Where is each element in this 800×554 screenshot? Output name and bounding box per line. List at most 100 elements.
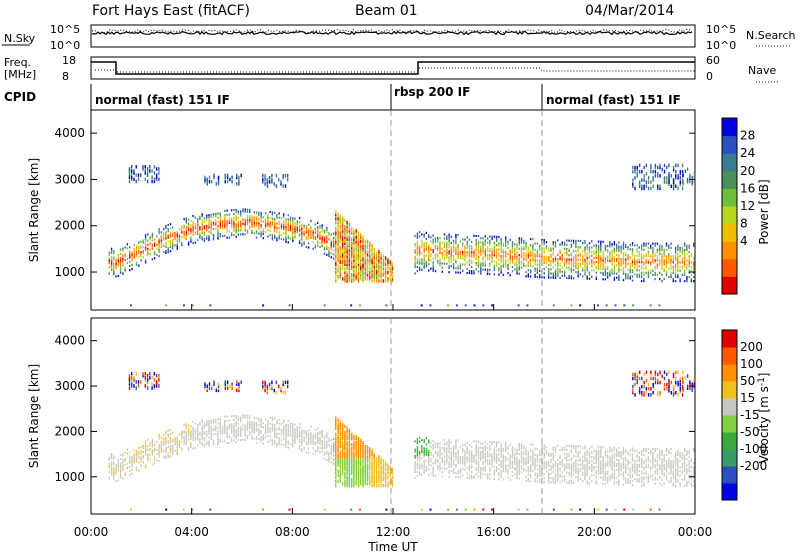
velocity-cell (217, 443, 219, 445)
velocity-cell (142, 447, 144, 449)
velocity-cell (484, 469, 486, 472)
power-cell (371, 248, 373, 252)
velocity-cell (194, 428, 197, 431)
power-cell (683, 244, 686, 247)
power-cell (362, 250, 364, 254)
velocity-cell (255, 435, 258, 438)
power-cell (355, 237, 357, 241)
power-cell (260, 218, 262, 221)
power-cell (475, 257, 477, 260)
power-cell (360, 268, 362, 273)
power-cell (620, 251, 622, 254)
power-cell (278, 216, 280, 219)
power-cell (620, 262, 622, 265)
power-cell (588, 261, 591, 264)
power-cell (663, 269, 665, 272)
power-cell (609, 255, 611, 258)
power-cell (631, 254, 634, 257)
velocity-cell (416, 438, 419, 441)
velocity-cell (169, 433, 172, 435)
velocity-cell (267, 441, 269, 443)
power-cell (690, 280, 693, 283)
power-cell (452, 242, 455, 245)
velocity-cell (115, 469, 117, 472)
power-cell (572, 241, 575, 244)
power-cell (174, 231, 176, 234)
power-cell (446, 241, 448, 244)
power-cell (146, 171, 149, 175)
power-cell (484, 241, 486, 244)
power-cell (500, 259, 502, 262)
power-cell (577, 269, 579, 272)
velocity-cell (271, 425, 274, 428)
velocity-cell (425, 453, 428, 456)
velocity-cell (507, 448, 509, 451)
power-cell (362, 266, 364, 271)
power-cell (584, 258, 586, 261)
power-cell (668, 178, 670, 182)
velocity-cell (249, 425, 251, 427)
power-cell (480, 249, 482, 252)
velocity-cell (584, 469, 586, 472)
velocity-cell (563, 475, 566, 478)
power-cell (366, 250, 369, 254)
power-cell (224, 226, 226, 229)
power-cell (337, 264, 339, 269)
velocity-cell (434, 442, 437, 445)
power-cell (641, 170, 643, 174)
power-cell (310, 228, 312, 231)
velocity-cell (502, 478, 505, 481)
power-cell (242, 210, 244, 213)
velocity-cell (529, 455, 532, 458)
velocity-cell (221, 430, 224, 433)
power-cell (443, 233, 446, 236)
power-cell (167, 249, 169, 252)
velocity-cell (464, 464, 466, 467)
velocity-cell (289, 443, 292, 445)
power-cell (151, 245, 154, 248)
power-cell (298, 239, 301, 242)
power-cell (543, 243, 545, 246)
power-cell (301, 236, 303, 239)
velocity-cell (260, 417, 262, 420)
power-cell (679, 248, 681, 251)
power-cell (545, 261, 548, 264)
power-cell (199, 226, 201, 229)
power-cell (471, 251, 473, 254)
velocity-cell (321, 430, 323, 432)
velocity-cell (486, 442, 489, 445)
velocity-cell (210, 421, 212, 424)
power-cell (450, 265, 452, 268)
power-cell (579, 258, 582, 261)
power-cell (371, 273, 373, 277)
power-cell (690, 255, 693, 258)
power-cell (430, 253, 432, 256)
power-cell (661, 263, 663, 266)
velocity-cell (242, 428, 244, 431)
power-cell (285, 232, 287, 235)
power-cell (144, 234, 147, 237)
velocity-cell (439, 452, 441, 455)
power-cell (418, 268, 421, 271)
velocity-cell (577, 477, 579, 480)
power-cell (226, 173, 229, 178)
power-cell (238, 175, 240, 180)
power-cell (151, 258, 154, 261)
power-cell (665, 259, 668, 262)
power-cell (285, 222, 287, 225)
power-cell (185, 229, 187, 232)
power-cell (138, 241, 140, 244)
velocity-cell (292, 439, 294, 442)
power-cell (448, 258, 450, 261)
velocity-cell (455, 451, 457, 454)
power-cell (190, 230, 192, 233)
power-cell (169, 233, 172, 236)
velocity-cell (437, 466, 439, 469)
velocity-cell (584, 451, 586, 454)
power-cell (484, 268, 486, 271)
velocity-cell (183, 436, 185, 439)
velocity-cell (554, 473, 557, 476)
power-cell (278, 237, 280, 240)
velocity-cell (561, 463, 563, 466)
power-cell (210, 228, 212, 231)
